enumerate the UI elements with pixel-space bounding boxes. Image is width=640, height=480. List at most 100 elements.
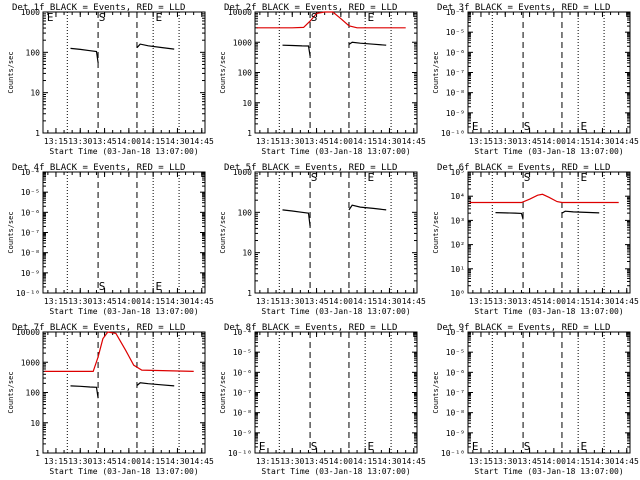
panel-det-2: Det 2f BLACK = Events, RED = LLD 1 10 100 10… xyxy=(219,3,426,156)
x-tick-label: 14:30 xyxy=(377,297,401,306)
y-tick-label: 10⁻⁵ xyxy=(21,188,40,197)
x-tick-label: 13:30 xyxy=(68,457,92,466)
y-tick-label: 1000 xyxy=(233,38,252,47)
x-tick-label: 14:00 xyxy=(542,297,566,306)
series-line-events xyxy=(282,209,311,227)
x-axis-label: Start Time (03-Jan-18 13:07:00) xyxy=(261,147,410,156)
panel-det-5: Det 5f BLACK = Events, RED = LLD 1 10 100 10… xyxy=(219,163,426,316)
panel-det-1: Det 1f BLACK = Events, RED = LLD 1 10 100 10… xyxy=(7,3,214,156)
y-tick-label: 10⁻⁴ xyxy=(233,328,252,337)
x-tick-label: 13:15 xyxy=(256,137,280,146)
x-tick-label: 14:00 xyxy=(329,297,353,306)
y-tick-label: 1 xyxy=(35,449,40,458)
marker-e: E xyxy=(580,120,587,133)
y-tick-label: 1 xyxy=(247,129,252,138)
y-tick-label: 10⁻⁵ xyxy=(233,348,252,357)
x-tick-label: 14:00 xyxy=(117,297,141,306)
y-tick-label: 10 xyxy=(30,419,40,428)
x-tick-label: 13:30 xyxy=(68,137,92,146)
x-tick-label: 13:45 xyxy=(518,297,542,306)
x-tick-label: 13:45 xyxy=(305,137,329,146)
x-tick-label: 14:45 xyxy=(615,137,639,146)
y-axis-label: Counts/sec xyxy=(7,51,15,93)
x-tick-label: 14:15 xyxy=(566,457,590,466)
marker-e: E xyxy=(259,440,266,453)
x-tick-label: 13:30 xyxy=(68,297,92,306)
x-tick-label: 14:45 xyxy=(615,457,639,466)
y-tick-label: 10³ xyxy=(451,216,465,225)
marker-s: S xyxy=(311,440,318,453)
y-tick-label: 100 xyxy=(238,69,253,78)
y-tick-label: 10⁻⁷ xyxy=(446,389,465,398)
marker-s: S xyxy=(311,11,318,24)
x-axis-label: Start Time (03-Jan-18 13:07:00) xyxy=(261,467,410,476)
y-tick-label: 10⁻¹⁰ xyxy=(228,449,252,458)
y-axis-label: Counts/sec xyxy=(7,211,15,253)
panel-title: Det 1f BLACK = Events, RED = LLD xyxy=(12,3,185,13)
x-tick-label: 14:30 xyxy=(590,297,614,306)
x-axis-label: Start Time (03-Jan-18 13:07:00) xyxy=(49,307,198,316)
x-tick-label: 13:30 xyxy=(493,297,517,306)
y-tick-label: 1000 xyxy=(21,8,40,17)
x-tick-label: 14:45 xyxy=(402,457,426,466)
panel-title: Det 9f BLACK = Events, RED = LLD xyxy=(437,323,610,333)
panel-det-4: Det 4f BLACK = Events, RED = LLD 10⁻¹⁰ 10⁻… xyxy=(7,163,214,316)
x-tick-label: 13:15 xyxy=(256,297,280,306)
series-line-events xyxy=(70,385,99,399)
y-tick-label: 10¹ xyxy=(451,265,465,274)
y-tick-label: 10⁻⁷ xyxy=(233,389,252,398)
x-tick-label: 14:15 xyxy=(353,137,377,146)
marker-e: E xyxy=(47,11,54,24)
x-tick-label: 13:30 xyxy=(280,297,304,306)
x-tick-label: 14:15 xyxy=(141,137,165,146)
marker-s: S xyxy=(99,280,106,293)
y-axis-label: Counts/sec xyxy=(432,51,440,93)
y-tick-label: 10⁻⁸ xyxy=(446,89,465,98)
y-tick-label: 10⁻⁹ xyxy=(446,109,465,118)
x-tick-label: 13:15 xyxy=(469,457,493,466)
y-tick-label: 10⁻⁶ xyxy=(446,48,465,57)
y-axis-label: Counts/sec xyxy=(432,371,440,413)
x-tick-label: 13:15 xyxy=(469,297,493,306)
x-tick-label: 14:00 xyxy=(329,137,353,146)
series-line-events xyxy=(495,212,524,220)
panel-det-9: Det 9f BLACK = Events, RED = LLD 10⁻¹⁰ 10⁻… xyxy=(432,323,639,476)
x-axis-label: Start Time (03-Jan-18 13:07:00) xyxy=(474,147,623,156)
series-line-events xyxy=(70,47,99,63)
x-axis-label: Start Time (03-Jan-18 13:07:00) xyxy=(49,147,198,156)
x-tick-label: 14:15 xyxy=(141,297,165,306)
y-tick-label: 10⁻⁶ xyxy=(233,368,252,377)
y-tick-label: 10⁻¹⁰ xyxy=(16,289,40,298)
x-tick-label: 13:15 xyxy=(44,457,68,466)
panel-det-6: Det 6f BLACK = Events, RED = LLD 10⁰ 10¹ 10… xyxy=(432,163,639,316)
series-line-lld xyxy=(469,193,619,204)
y-tick-label: 10⁻⁵ xyxy=(446,28,465,37)
x-tick-label: 13:15 xyxy=(256,457,280,466)
x-axis-label: Start Time (03-Jan-18 13:07:00) xyxy=(474,467,623,476)
y-tick-label: 10⁻⁴ xyxy=(446,328,465,337)
y-tick-label: 10⁻⁶ xyxy=(21,208,40,217)
x-tick-label: 14:45 xyxy=(190,137,214,146)
marker-s: S xyxy=(524,440,531,453)
series-line-events xyxy=(348,204,387,211)
panel-title: Det 5f BLACK = Events, RED = LLD xyxy=(224,163,397,173)
y-tick-label: 10⁻⁹ xyxy=(21,269,40,278)
x-tick-label: 13:30 xyxy=(493,457,517,466)
y-tick-label: 10⁻⁹ xyxy=(233,429,252,438)
y-tick-label: 10 xyxy=(242,99,252,108)
marker-e: E xyxy=(367,171,374,184)
y-tick-label: 10⁻⁴ xyxy=(21,168,40,177)
y-tick-label: 10⁵ xyxy=(451,168,465,177)
y-axis-label: Counts/sec xyxy=(219,211,227,253)
y-tick-label: 10⁻⁴ xyxy=(446,8,465,17)
y-tick-label: 10⁻⁶ xyxy=(446,368,465,377)
y-tick-label: 100 xyxy=(26,389,41,398)
x-tick-label: 14:45 xyxy=(615,297,639,306)
marker-e: E xyxy=(155,280,162,293)
series-line-events xyxy=(348,41,387,46)
x-tick-label: 14:45 xyxy=(190,457,214,466)
panel-title: Det 8f BLACK = Events, RED = LLD xyxy=(224,323,397,333)
y-tick-label: 10⁰ xyxy=(451,289,465,298)
x-tick-label: 14:45 xyxy=(190,297,214,306)
marker-e: E xyxy=(367,11,374,24)
